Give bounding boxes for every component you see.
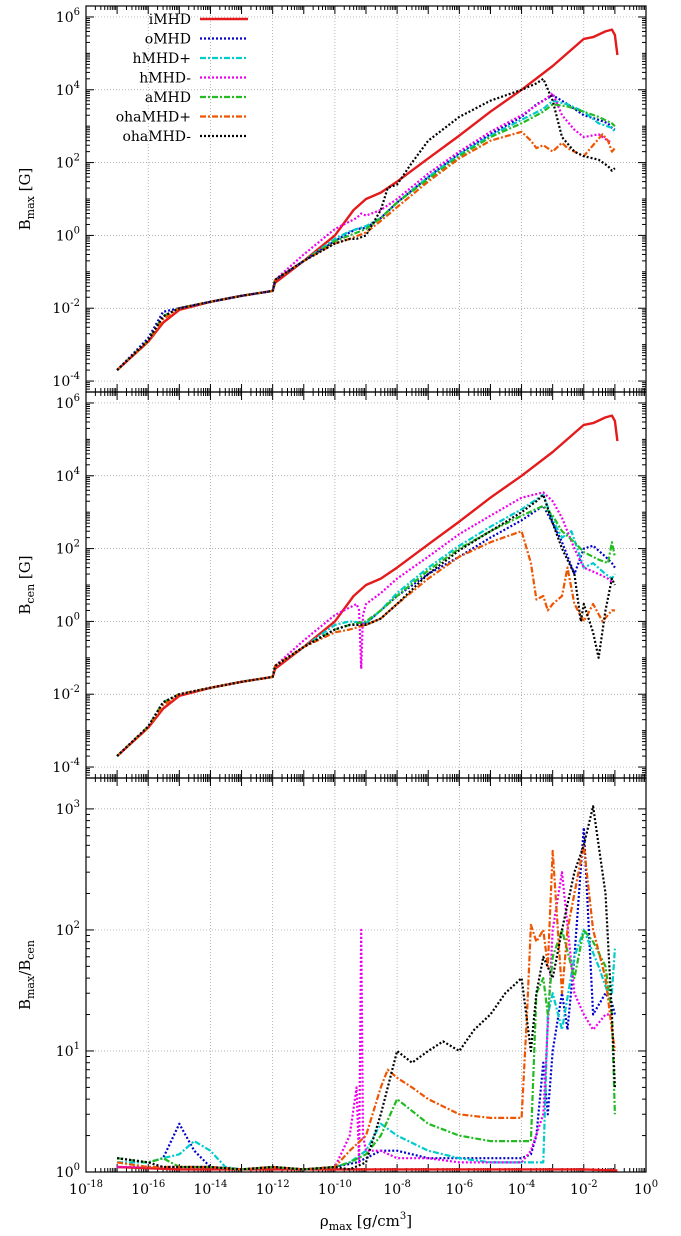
frame-ratio (85, 777, 647, 1173)
legend-label-0: iMHD (149, 12, 191, 28)
y-axis-label-bmax: Bmax [G] (16, 168, 37, 231)
x-tick-label-0: 10-18 (69, 1179, 103, 1198)
panel-ratio: 100 101 102 103 Bmax/Bcen (16, 777, 647, 1181)
series-line-bcen-ohamhd-plus (116, 530, 615, 757)
ticks-bmax (85, 5, 646, 393)
y-tick-label-ratio-2: 102 (56, 920, 80, 939)
series-line-bmax-hmhd-minus (116, 92, 613, 371)
x-tick-label-2: 10-14 (193, 1179, 227, 1198)
series-line-bmax-amhd (116, 103, 616, 371)
legend-label-5: ohaMHD+ (116, 110, 191, 126)
y-tick-label-bcen-5: 106 (56, 393, 80, 412)
legend: iMHD oMHD hMHD+ hMHD-aMHD ohaMHD+ ohaMHD- (116, 12, 248, 145)
panel-bmax: 10-4 10-2 100 102 104 106 Bmax [G] (16, 5, 647, 393)
series-line-ratio-hmhd-minus (117, 871, 612, 1171)
y-axis-label-bcen: Bcen [G] (16, 555, 37, 614)
x-axis-label: ρmax [g/cm3] (320, 1211, 412, 1233)
y-tick-label-bmax-4: 104 (56, 80, 80, 99)
series-group-bmax (116, 28, 619, 371)
series-line-ratio-hmhd-plus (117, 928, 616, 1171)
y-tick-label-ratio-0: 100 (56, 1162, 80, 1181)
svg-text:ρmax [g/cm3]: ρmax [g/cm3] (320, 1211, 412, 1233)
x-tick-label-5: 10-8 (383, 1179, 411, 1198)
series-line-bcen-amhd (116, 504, 616, 757)
series-line-bcen-imhd (116, 414, 619, 757)
series-line-bcen-hmhd-minus (116, 491, 613, 757)
y-tick-label-bmax-3: 102 (56, 153, 80, 172)
y-tick-label-bcen-0: 10-4 (52, 757, 80, 776)
y-tick-label-bcen-2: 100 (56, 611, 80, 630)
series-line-bcen-ohamhd-minus (116, 493, 616, 757)
legend-label-2: hMHD+ (132, 51, 191, 67)
series-line-bcen-hmhd-plus (116, 493, 616, 757)
legend-label-4: aMHD (145, 90, 191, 106)
x-tick-label-3: 10-12 (256, 1179, 290, 1198)
series-line-ratio-ohamhd-plus (116, 844, 616, 1171)
ticks-ratio (85, 778, 646, 1173)
y-tick-label-bcen-3: 102 (56, 539, 80, 558)
series-line-ratio-imhd (117, 1165, 618, 1172)
series-line-ratio-amhd (116, 928, 616, 1171)
y-tick-label-ratio-3: 103 (56, 799, 80, 818)
panel-bcen: 10-4 10-2 100 102 104 106 Bcen [G] (16, 391, 647, 779)
series-group-ratio (116, 805, 618, 1172)
series-group-bcen (116, 414, 619, 757)
series-line-bmax-ohamhd-plus (116, 130, 616, 371)
y-axis-label-ratio: Bmax/Bcen (16, 940, 37, 1010)
x-tick-label-4: 10-10 (318, 1179, 352, 1198)
ticks-bcen (85, 391, 646, 779)
x-tick-label-8: 10-2 (570, 1179, 598, 1198)
y-tick-label-bmax-1: 10-2 (52, 298, 80, 317)
x-tick-label-1: 10-16 (131, 1179, 165, 1198)
y-tick-label-ratio-1: 101 (56, 1041, 80, 1060)
legend-label-3: hMHD- (139, 71, 191, 87)
x-tick-label-9: 100 (634, 1179, 658, 1198)
legend-label-1: oMHD (145, 32, 191, 48)
x-tick-label-6: 10-6 (446, 1179, 474, 1198)
y-tick-label-bcen-1: 10-2 (52, 684, 80, 703)
y-tick-label-bmax-5: 106 (56, 7, 80, 26)
y-tick-label-bcen-4: 104 (56, 466, 80, 485)
y-tick-label-bmax-2: 100 (56, 225, 80, 244)
series-line-ratio-ohamhd-minus (116, 805, 616, 1171)
series-line-bcen-omhd (116, 504, 616, 757)
series-line-bmax-ohamhd-minus (116, 77, 616, 371)
legend-label-6: ohaMHD- (122, 129, 191, 145)
x-tick-label-7: 10-4 (508, 1179, 536, 1198)
y-tick-label-bmax-0: 10-4 (52, 371, 80, 390)
series-line-bmax-omhd (116, 94, 616, 371)
grid-ratio (86, 778, 646, 1172)
series-line-ratio-omhd (116, 826, 616, 1171)
